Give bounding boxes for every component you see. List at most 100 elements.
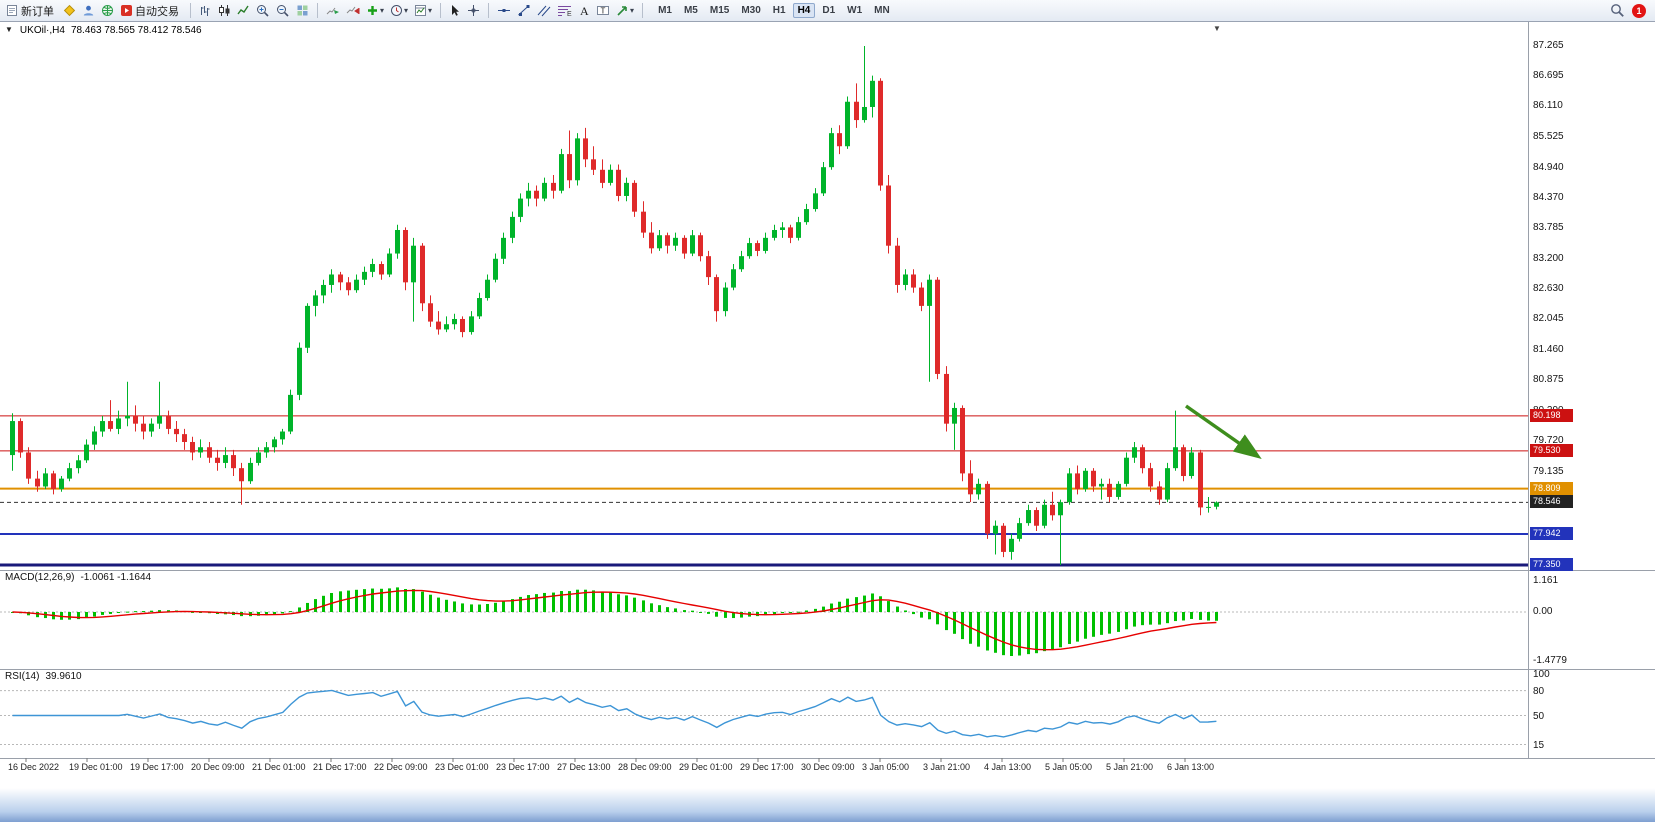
channel-tool-button[interactable] [535, 2, 553, 20]
time-axis-label: 30 Dec 09:00 [801, 762, 855, 772]
chart-shift-marker-icon[interactable]: ▼ [1213, 24, 1221, 33]
bar-chart-mode-button[interactable] [197, 2, 214, 20]
tile-windows-icon [296, 4, 309, 17]
price-badge: 78.809 [1530, 481, 1573, 495]
text-tool-button[interactable]: A [576, 2, 592, 20]
fibonacci-icon: E [557, 4, 572, 17]
community-button[interactable] [99, 2, 116, 20]
time-axis-label: 21 Dec 01:00 [252, 762, 306, 772]
timeframe-m1-button[interactable]: M1 [658, 5, 672, 16]
zoom-out-button[interactable] [274, 2, 292, 20]
price-axis-label: 83.785 [1533, 222, 1564, 234]
timeframe-m30-button[interactable]: M30 [741, 5, 761, 16]
arrows-tool-button[interactable]: ▾ [614, 2, 636, 20]
text-label-tool-button[interactable]: T [594, 2, 612, 20]
timeframe-mn-button[interactable]: MN [874, 5, 890, 16]
price-axis-label: 84.370 [1533, 191, 1564, 203]
auto-trading-button[interactable]: 自动交易 [118, 2, 184, 20]
cursor-tool-button[interactable] [447, 2, 463, 20]
rsi-panel-label: RSI(14) 39.9610 [5, 671, 82, 682]
macd-name: MACD(12,26,9) [5, 572, 75, 583]
candlestick-mode-button[interactable] [216, 2, 233, 20]
macd-values: -1.0061 -1.1644 [80, 572, 152, 583]
price-axis-label: 86.695 [1533, 69, 1564, 81]
trendline-tool-button[interactable] [515, 2, 533, 20]
arrow-shape-icon [616, 4, 629, 17]
price-axis-label: 84.940 [1533, 161, 1564, 173]
price-badge: 79.530 [1530, 443, 1573, 457]
price-badge: 80.198 [1530, 408, 1573, 422]
timeframe-m15-button[interactable]: M15 [709, 5, 730, 16]
time-axis-label: 19 Dec 01:00 [69, 762, 123, 772]
indicators-plus-icon [366, 4, 379, 17]
chart-ohlc-values: 78.463 78.565 78.412 78.546 [70, 25, 202, 36]
price-axis-label: 82.630 [1533, 282, 1564, 294]
macd-axis-label: 0.00 [1533, 606, 1553, 617]
time-axis-label: 29 Dec 01:00 [679, 762, 733, 772]
news-button[interactable] [61, 2, 78, 20]
horizontal-line-icon [497, 4, 511, 17]
symbol-dropdown-icon[interactable]: ▼ [5, 25, 13, 34]
time-axis-label: 28 Dec 09:00 [618, 762, 672, 772]
svg-text:E: E [567, 11, 572, 17]
time-axis-label: 23 Dec 17:00 [496, 762, 550, 772]
price-axis-label: 81.460 [1533, 343, 1564, 355]
line-chart-mode-button[interactable] [235, 2, 252, 20]
new-order-button[interactable]: 新订单 [4, 2, 59, 20]
separator [190, 3, 191, 18]
periods-button[interactable]: ▾ [388, 2, 410, 20]
timeframe-h4-button[interactable]: H4 [792, 3, 816, 18]
clock-icon [390, 4, 403, 17]
trendline-icon [517, 4, 531, 17]
auto-scroll-icon [326, 4, 340, 17]
new-order-icon [6, 4, 19, 17]
fibonacci-tool-button[interactable]: E [555, 2, 574, 20]
timeframe-m5-button[interactable]: M5 [683, 5, 698, 16]
tile-windows-button[interactable] [294, 2, 311, 20]
time-axis-label: 3 Jan 21:00 [923, 762, 971, 772]
zoom-in-button[interactable] [254, 2, 272, 20]
zoom-out-icon [276, 4, 290, 18]
bar-chart-icon [199, 4, 212, 17]
chart-shift-icon [346, 4, 360, 17]
time-axis-label: 16 Dec 2022 [8, 762, 60, 772]
templates-button[interactable]: ▾ [412, 2, 434, 20]
price-axis-label: 86.110 [1533, 100, 1563, 112]
price-axis-label: 83.200 [1533, 252, 1564, 264]
time-axis-label: 29 Dec 17:00 [740, 762, 794, 772]
price-badge: 78.546 [1530, 495, 1573, 509]
separator [488, 3, 490, 18]
search-icon [1610, 3, 1625, 18]
notification-badge[interactable]: 1 [1632, 3, 1646, 18]
auto-trading-icon [120, 4, 133, 17]
time-axis-label: 23 Dec 01:00 [435, 762, 489, 772]
timeframe-d1-button[interactable]: D1 [822, 5, 836, 16]
timeframe-group: M1 M5 M15 M30 H1 H4 D1 W1 MN [652, 3, 896, 18]
search-button[interactable] [1608, 2, 1627, 20]
globe-icon [101, 4, 114, 17]
crosshair-tool-button[interactable] [465, 2, 482, 20]
rsi-axis-label: 15 [1533, 739, 1545, 751]
rsi-name: RSI(14) [5, 671, 40, 682]
separator [317, 3, 318, 18]
rsi-value: 39.9610 [45, 671, 82, 682]
indicators-button[interactable]: ▾ [364, 2, 386, 20]
profile-button[interactable] [80, 2, 97, 20]
time-axis-label: 6 Jan 13:00 [1167, 762, 1215, 772]
price-badge: 77.942 [1530, 527, 1573, 540]
auto-trading-label: 自动交易 [135, 5, 179, 18]
new-order-label: 新订单 [21, 5, 54, 18]
chart-title: ▼ UKOil·,H4 78.463 78.565 78.412 78.546 [5, 25, 202, 36]
horizontal-line-tool-button[interactable] [495, 2, 513, 20]
timeframe-w1-button[interactable]: W1 [847, 5, 863, 16]
price-axis-label: 85.525 [1533, 131, 1564, 143]
chart-shift-button[interactable] [344, 2, 362, 20]
chevron-down-icon: ▾ [380, 5, 385, 15]
price-axis-label: 79.720 [1533, 434, 1564, 446]
auto-scroll-button[interactable] [324, 2, 342, 20]
profile-icon [82, 4, 95, 17]
window-bottom-border [0, 788, 1655, 822]
timeframe-h1-button[interactable]: H1 [772, 5, 786, 16]
